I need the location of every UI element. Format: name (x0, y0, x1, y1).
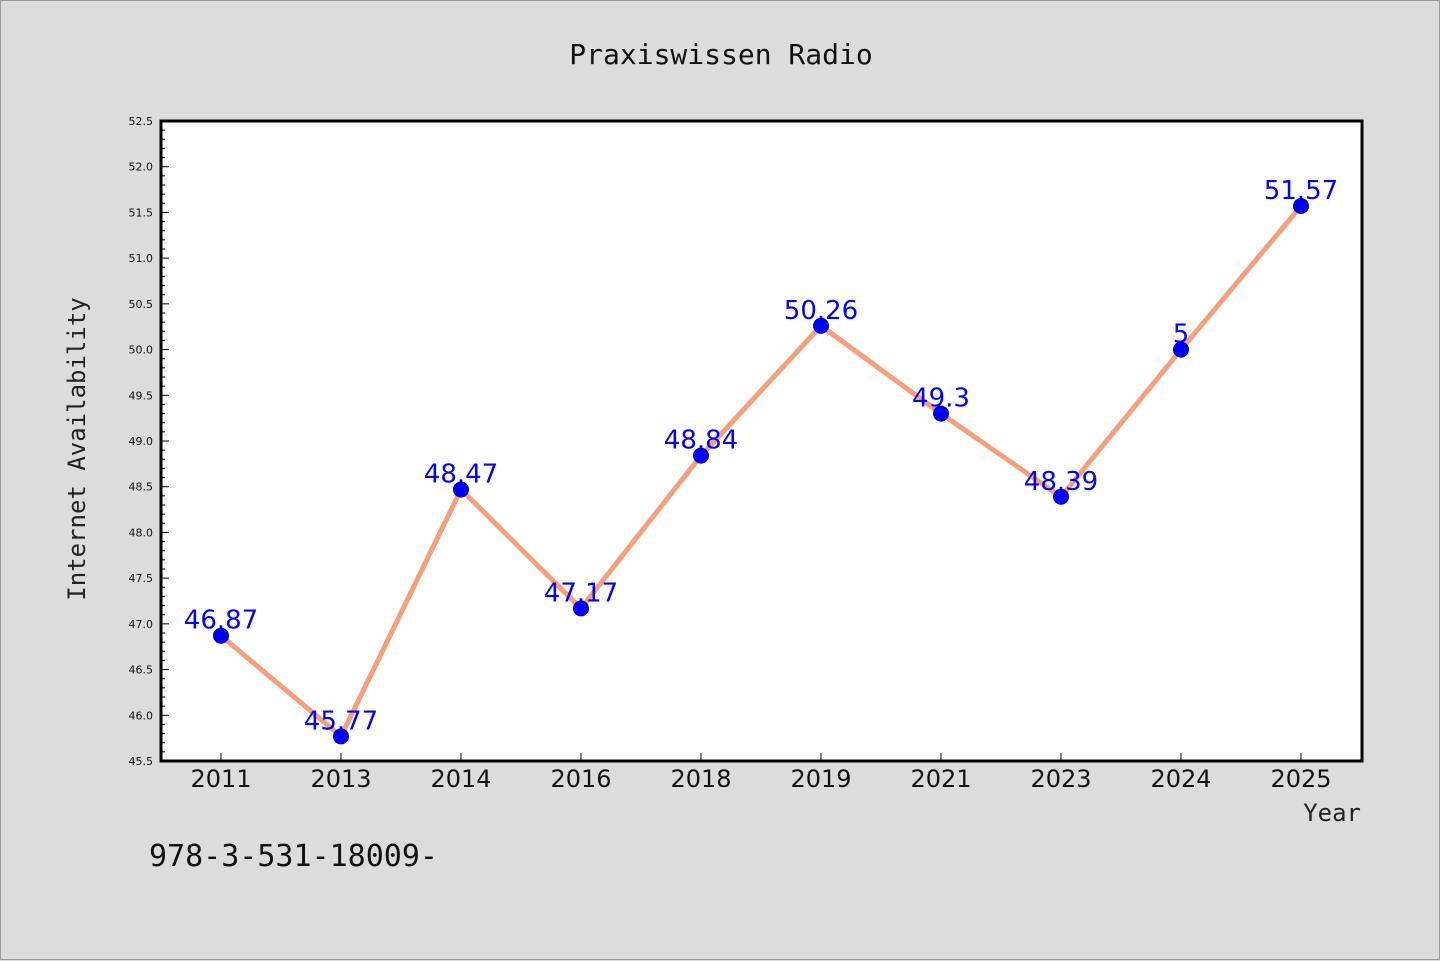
y-tick-label: 50.5 (129, 298, 154, 311)
data-label: 46.87 (184, 606, 258, 636)
y-tick-label: 48.5 (129, 481, 154, 494)
x-axis: 2011 2013 2014 2016 2018 2019 2021 2023 2024 2025 (190, 753, 1332, 793)
plot-area (159, 119, 1364, 763)
x-tick-label: 2021 (910, 765, 971, 793)
y-tick-label: 45.5 (129, 755, 154, 768)
y-tick-label: 46.5 (129, 664, 154, 677)
data-label: 48.84 (664, 426, 738, 456)
data-point (1293, 198, 1309, 215)
x-tick-label: 2018 (670, 765, 731, 793)
y-tick-label: 47.0 (129, 618, 154, 631)
y-axis-title: Internet Availability (63, 297, 91, 600)
x-tick-label: 2011 (190, 765, 251, 793)
series-markers (213, 198, 1309, 745)
data-point (1053, 488, 1069, 505)
x-tick-label: 2014 (430, 765, 491, 793)
data-point (933, 405, 949, 422)
series-line (219, 204, 1303, 739)
y-tick-label: 52.0 (129, 161, 154, 174)
data-labels: 46.87 45.77 48.47 47.17 48.84 50.26 49.3 48.39 5… (184, 176, 1338, 736)
y-tick-label: 52.5 (129, 115, 154, 128)
x-tick-label: 2019 (790, 765, 851, 793)
data-label: 45.77 (304, 706, 378, 736)
x-axis-title: Year (1303, 799, 1361, 827)
y-tick-label: 50.0 (129, 344, 154, 357)
chart-title: Praxiswissen Radio (569, 38, 872, 71)
footer-identifier: 978-3-531-18009- (149, 839, 438, 874)
data-point (1173, 341, 1189, 358)
x-tick-label: 2025 (1270, 765, 1331, 793)
data-label: 50.26 (784, 296, 858, 326)
y-tick-label: 48.0 (129, 526, 154, 539)
y-tick-label: 49.0 (129, 435, 154, 448)
data-label: 48.39 (1024, 467, 1098, 497)
data-label: 49.3 (912, 384, 970, 414)
data-point (333, 728, 349, 745)
y-tick-label: 49.5 (129, 389, 154, 402)
data-point (453, 481, 469, 498)
data-point (813, 317, 829, 334)
data-label: 47.17 (544, 578, 618, 608)
y-tick-label: 46.0 (129, 709, 154, 722)
data-point (213, 627, 229, 644)
data-point (573, 600, 589, 617)
data-label: 51.57 (1264, 176, 1338, 206)
x-tick-label: 2024 (1150, 765, 1211, 793)
x-tick-label: 2013 (310, 765, 371, 793)
data-label: 5 (1173, 320, 1190, 350)
y-tick-label: 51.5 (129, 206, 154, 219)
x-tick-label: 2023 (1030, 765, 1091, 793)
y-tick-label: 51.0 (129, 252, 154, 265)
y-axis: 45.5 46.0 46.5 47.0 47.5 48.0 48.5 49.0 49.5 50.0… (129, 115, 169, 768)
x-tick-label: 2016 (550, 765, 611, 793)
data-label: 48.47 (424, 459, 498, 489)
y-tick-label: 47.5 (129, 572, 154, 585)
data-point (693, 447, 709, 464)
